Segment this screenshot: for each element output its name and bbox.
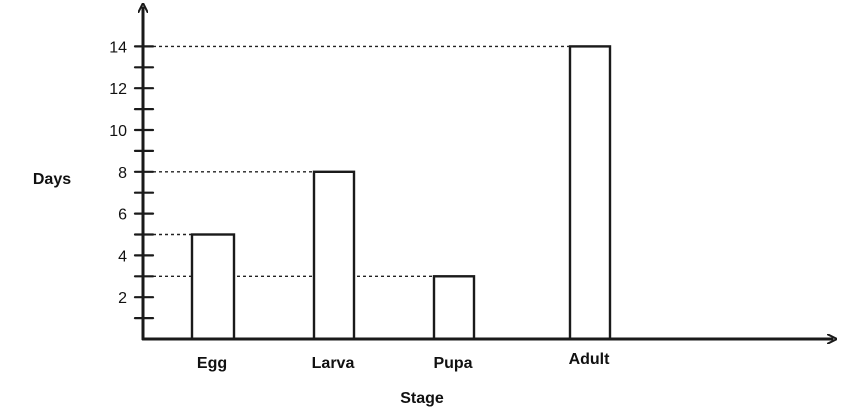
y-tick-label: 2 [118, 290, 127, 307]
y-axis-title: Days [33, 171, 71, 188]
category-label-pupa: Pupa [433, 355, 472, 372]
x-axis-category-labels: Egg Larva Pupa Adult [197, 351, 610, 372]
y-tick-label: 10 [109, 123, 127, 140]
bar-adult [568, 45, 612, 341]
y-axis-ticks [133, 45, 155, 320]
y-tick-label: 12 [109, 81, 127, 98]
bar-egg [190, 233, 236, 341]
bars [190, 45, 612, 341]
y-tick-label: 8 [118, 165, 127, 182]
y-tick-label: 4 [118, 248, 127, 265]
x-axis-title: Stage [400, 390, 444, 407]
y-tick-label: 6 [118, 207, 127, 224]
y-axis-tick-labels: 2 4 6 8 10 12 14 [109, 39, 127, 307]
guide-lines [147, 45, 570, 277]
y-tick-label: 14 [109, 39, 127, 56]
category-label-adult: Adult [569, 351, 611, 368]
category-label-egg: Egg [197, 355, 227, 372]
bar-larva [312, 170, 356, 341]
category-label-larva: Larva [312, 355, 355, 372]
bar-pupa [432, 275, 476, 341]
